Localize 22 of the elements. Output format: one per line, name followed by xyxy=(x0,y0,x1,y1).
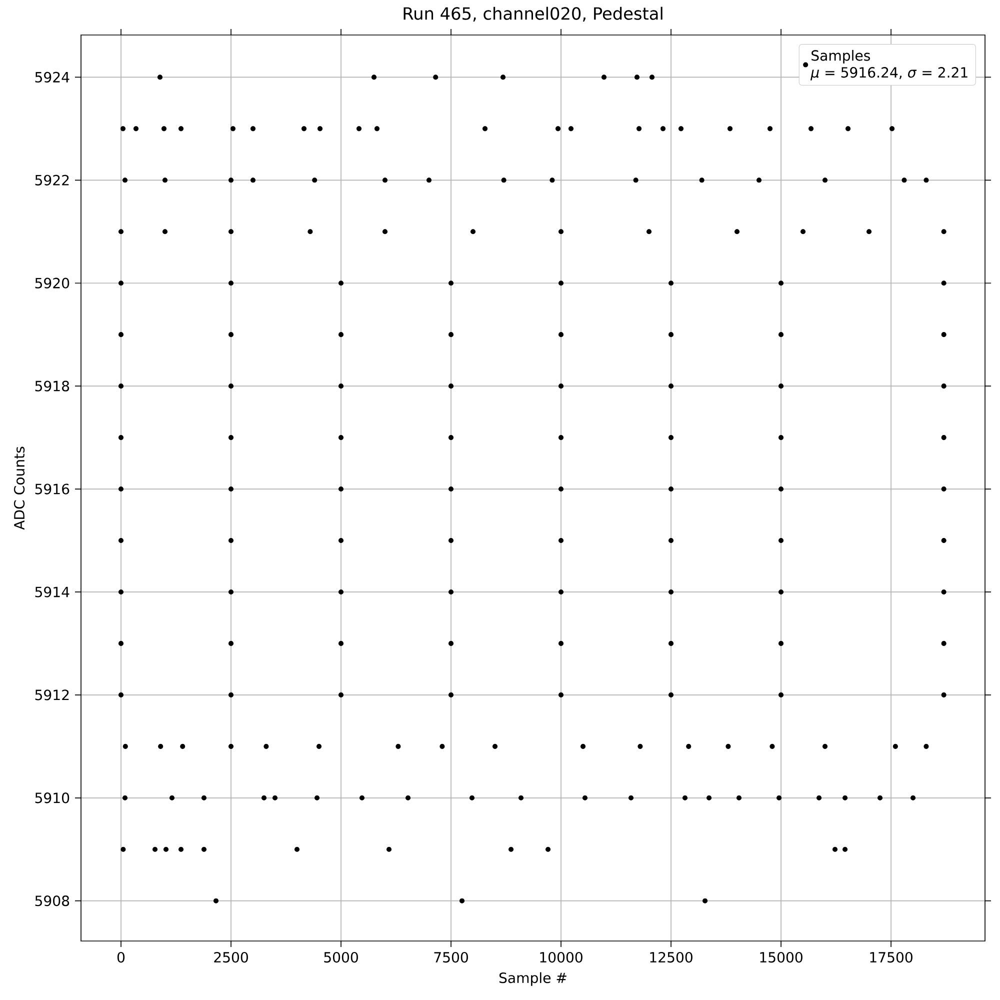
y-axis-title: ADC Counts xyxy=(14,446,25,530)
chart-title: Run 465, channel020, Pedestal xyxy=(404,6,662,22)
x-tick-label: 2500 xyxy=(214,952,248,963)
x-tick-label: 5000 xyxy=(324,952,358,963)
y-tick-label: 5914 xyxy=(35,586,70,598)
annotation: μ = 5916.24, σ = 2.21 xyxy=(810,67,968,80)
y-tick-label: 5922 xyxy=(35,174,69,186)
legend-label: Samples xyxy=(812,50,870,64)
x-tick-label: 12500 xyxy=(650,952,692,963)
y-tick-label: 5908 xyxy=(35,896,70,906)
y-tick-label: 5912 xyxy=(35,690,69,700)
y-tick-label: 5920 xyxy=(35,278,70,288)
x-axis-title: Sample # xyxy=(499,972,566,986)
x-tick-label: 17500 xyxy=(870,952,912,963)
y-tick-label: 5916 xyxy=(35,484,70,494)
x-tick-label: 0 xyxy=(117,952,125,963)
x-tick-label: 7500 xyxy=(434,952,468,963)
x-tick-label: 10000 xyxy=(540,952,582,963)
x-tick-label: 15000 xyxy=(760,952,802,963)
y-tick-label: 5918 xyxy=(35,380,70,392)
y-tick-label: 5910 xyxy=(35,792,70,804)
y-tick-label: 5924 xyxy=(35,72,70,83)
